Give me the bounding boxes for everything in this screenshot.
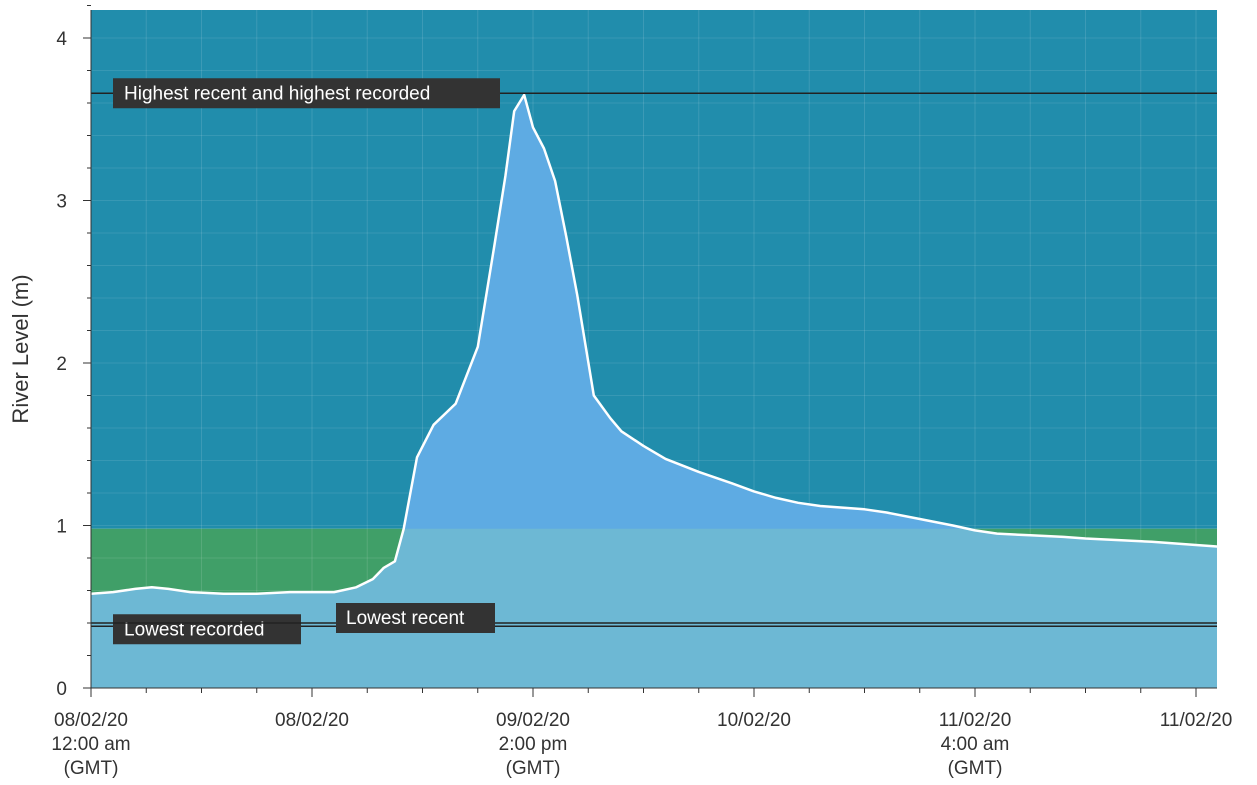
annotation-label: Lowest recorded — [124, 619, 264, 640]
x-tick-label: (GMT) — [64, 758, 119, 779]
x-tick-label: 08/02/20 — [275, 710, 349, 731]
x-tick-label: 11/02/20 — [939, 710, 1012, 731]
annotation-label-box — [113, 78, 500, 109]
y-axis-title: River Level (m) — [8, 274, 33, 423]
x-tick-label: 4:00 am — [941, 734, 1010, 755]
axes — [90, 10, 1217, 689]
y-tick-label: 3 — [56, 192, 67, 213]
y-tick-label: 2 — [56, 354, 67, 375]
x-tick-label: (GMT) — [948, 758, 1003, 779]
river-level-area-normal-overlay — [91, 528, 1217, 688]
annotation-label-box — [113, 614, 301, 645]
annotation-lowest-recorded: Lowest recorded — [91, 614, 1217, 645]
river-level-line — [91, 93, 1217, 596]
x-tick-label: 2:00 pm — [499, 734, 568, 755]
annotation-label: Lowest recent — [346, 608, 465, 629]
annotation-label: Highest recent and highest recorded — [124, 83, 430, 104]
annotation-highest-recent-and-highest-recorded: Highest recent and highest recorded — [91, 78, 1217, 109]
y-tick-label: 0 — [56, 679, 67, 700]
x-tick-label: 09/02/20 — [496, 710, 570, 731]
annotation-lowest-recent: Lowest recent — [91, 603, 1217, 633]
annotation-label-box — [336, 603, 495, 633]
x-tick-label: 12:00 am — [51, 734, 130, 755]
x-tick-label: (GMT) — [506, 758, 561, 779]
y-tick-label: 4 — [56, 29, 67, 50]
x-tick-label: 11/02/20 — [1160, 710, 1233, 731]
y-axis-ticks: 0 1 2 3 4 — [56, 5, 91, 700]
river-level-area — [91, 93, 1217, 688]
x-axis-ticks: 08/02/20 12:00 am (GMT) 08/02/20 09/02/20 2:0… — [51, 688, 1232, 779]
annotations: Highest recent and highest recorded Lowes… — [91, 78, 1217, 645]
x-tick-label: 10/02/20 — [717, 710, 791, 731]
y-tick-label: 1 — [56, 517, 67, 538]
x-tick-label: 08/02/20 — [54, 710, 128, 731]
